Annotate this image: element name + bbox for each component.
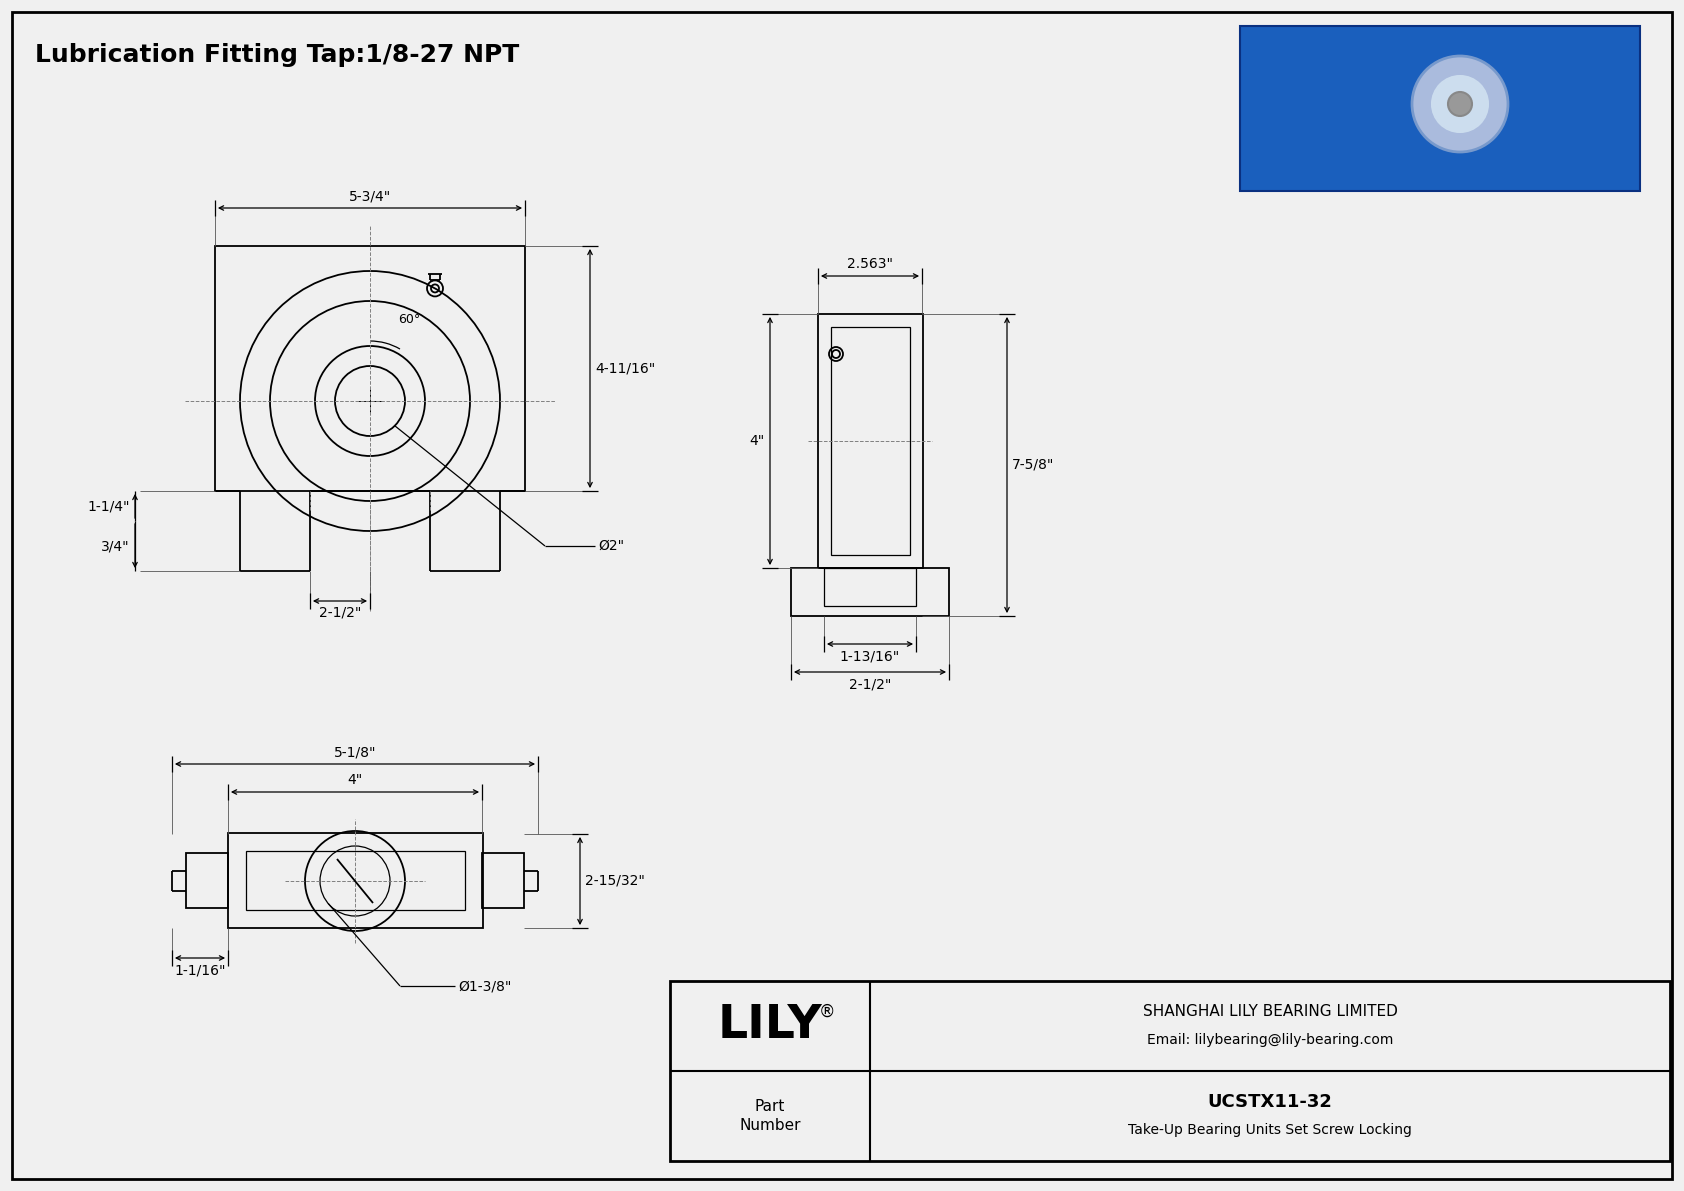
Text: UCSTX11-32: UCSTX11-32 (1207, 1093, 1332, 1111)
Bar (818, 314, 923, 568)
Text: Take-Up Bearing Units Set Screw Locking: Take-Up Bearing Units Set Screw Locking (1128, 1123, 1411, 1137)
Bar (1239, 26, 1640, 191)
Text: 60°: 60° (397, 313, 421, 326)
Bar (830, 328, 909, 555)
Text: Lubrication Fitting Tap:1/8-27 NPT: Lubrication Fitting Tap:1/8-27 NPT (35, 43, 519, 67)
Bar (227, 833, 483, 928)
Text: 3/4": 3/4" (101, 540, 130, 553)
Text: Part
Number: Part Number (739, 1098, 802, 1134)
Text: ®: ® (818, 1003, 835, 1021)
Text: 5-1/8": 5-1/8" (333, 746, 376, 759)
Text: 7-5/8": 7-5/8" (1012, 459, 1054, 472)
Text: 1-1/4": 1-1/4" (88, 499, 130, 513)
Bar (185, 853, 227, 908)
Circle shape (1448, 92, 1472, 116)
Text: 2.563": 2.563" (847, 257, 893, 272)
Circle shape (1431, 76, 1489, 132)
Bar (791, 568, 950, 616)
Text: Email: lilybearing@lily-bearing.com: Email: lilybearing@lily-bearing.com (1147, 1033, 1393, 1047)
Bar (670, 981, 1671, 1161)
Text: 2-15/32": 2-15/32" (584, 874, 645, 888)
Text: LILY: LILY (717, 1004, 822, 1048)
Text: 4-11/16": 4-11/16" (594, 362, 655, 375)
Bar (823, 568, 916, 606)
Text: Ø1-3/8": Ø1-3/8" (458, 979, 512, 993)
Text: Ø2": Ø2" (598, 540, 625, 553)
Text: 1-1/16": 1-1/16" (173, 964, 226, 977)
Bar (246, 852, 465, 910)
Text: 1-13/16": 1-13/16" (840, 649, 901, 663)
Text: 2-1/2": 2-1/2" (849, 676, 891, 691)
Text: 5-3/4": 5-3/4" (349, 189, 391, 202)
Text: 2-1/2": 2-1/2" (318, 606, 360, 621)
Bar (216, 247, 525, 491)
Text: 4": 4" (347, 773, 362, 787)
Bar (482, 853, 524, 908)
Text: SHANGHAI LILY BEARING LIMITED: SHANGHAI LILY BEARING LIMITED (1142, 1004, 1398, 1019)
Circle shape (1411, 56, 1507, 152)
Text: 4": 4" (749, 434, 765, 448)
